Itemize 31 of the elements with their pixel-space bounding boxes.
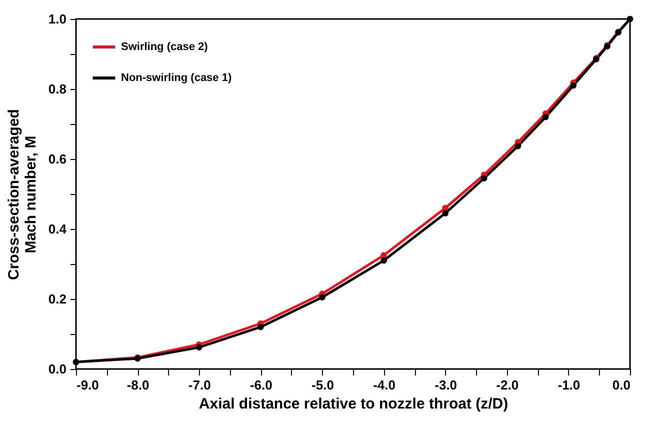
point [542, 114, 549, 120]
y-tick-label: 0.0 [48, 362, 66, 376]
y-tick-label: 0.2 [48, 292, 66, 306]
x-tick-label: -5.0 [312, 378, 334, 392]
point [258, 324, 264, 330]
x-tick-label: -7.0 [188, 378, 211, 392]
x-axis-title: Axial distance relative to nozzle throat (z/D) [198, 396, 508, 412]
x-tick-label: -2.0 [496, 378, 519, 392]
y-tick-label: 0.8 [48, 82, 66, 96]
x-tick-label: -8.0 [126, 378, 150, 392]
x-tick-label: -1.0 [558, 378, 580, 392]
x-tick-label: 0.0 [612, 378, 630, 392]
x-tick-label: -3.0 [434, 378, 458, 392]
point [442, 210, 448, 216]
point [319, 294, 326, 300]
x-tick-label: -4.0 [373, 378, 396, 392]
point [480, 175, 488, 182]
x-tick-label: -9.0 [76, 378, 99, 392]
y-axis-title: Cross-section-averaged Mach number, M [5, 109, 40, 280]
legend-label: Swirling (case 2) [121, 41, 208, 53]
y-tick-label: 0.4 [48, 222, 68, 236]
point [196, 344, 202, 350]
point [514, 142, 522, 150]
point [570, 82, 577, 89]
y-tick-label: 0.6 [48, 152, 66, 166]
point [442, 204, 448, 212]
legend-label: Non-swirling (case 1) [121, 72, 232, 84]
point [380, 257, 387, 264]
x-tick-label: -6.0 [250, 378, 272, 392]
point [380, 252, 387, 258]
y-tick-label: 1.0 [48, 12, 66, 26]
